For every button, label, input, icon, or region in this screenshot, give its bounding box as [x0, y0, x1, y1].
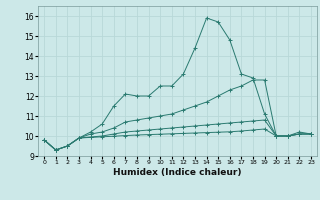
X-axis label: Humidex (Indice chaleur): Humidex (Indice chaleur) [113, 168, 242, 177]
